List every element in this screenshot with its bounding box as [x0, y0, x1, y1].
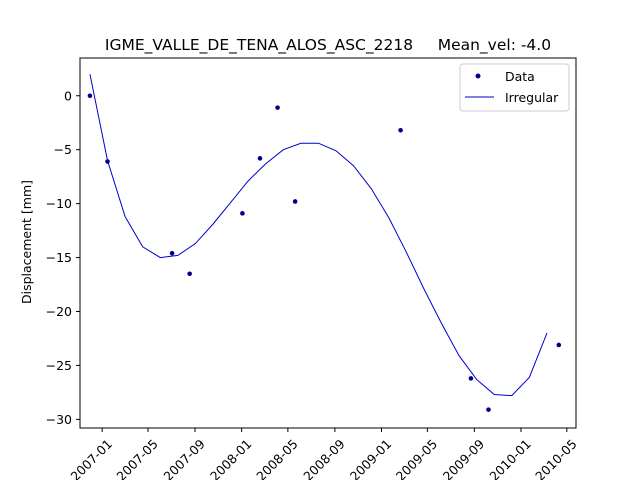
y-tick-label: −5: [54, 142, 72, 157]
x-tick-label: 2007-01: [68, 436, 116, 480]
legend-box: [459, 63, 570, 112]
y-tick-label: 0: [64, 88, 72, 103]
legend: Data Irregular: [459, 63, 570, 112]
chart-title: IGME_VALLE_DE_TENA_ALOS_ASC_2218 Mean_ve…: [105, 36, 551, 55]
data-point: [257, 156, 263, 161]
y-tick-label: −20: [46, 304, 72, 319]
data-point: [275, 105, 280, 110]
data-point: [486, 407, 491, 412]
data-point: [187, 271, 192, 277]
y-tick-label: −25: [46, 358, 72, 373]
x-tick-label: 2009-01: [347, 436, 395, 480]
x-tick-label: 2008-01: [207, 436, 255, 480]
x-tick-label: 2009-09: [440, 436, 488, 480]
data-point: [292, 199, 298, 204]
legend-irregular-label: Irregular: [505, 90, 559, 105]
x-tick-label: 2010-05: [532, 436, 580, 480]
data-point: [240, 211, 245, 216]
x-tick-label: 2008-05: [253, 436, 301, 480]
x-tick-label: 2009-05: [393, 436, 441, 480]
x-tick-label: 2010-01: [486, 436, 534, 480]
plot-layer: [87, 74, 562, 412]
legend-data-marker: [475, 73, 481, 79]
x-tick-label: 2007-05: [113, 436, 161, 480]
plot-frame: [79, 57, 577, 429]
data-point: [87, 93, 93, 99]
data-point: [398, 127, 403, 133]
data-point: [556, 342, 562, 348]
y-axis-label: Displacement [mm]: [19, 180, 34, 304]
y-tick-label: −10: [46, 196, 72, 211]
x-tick-label: 2007-09: [160, 436, 208, 480]
data-point: [468, 376, 474, 381]
y-tick-label: −30: [46, 412, 72, 427]
legend-data-label: Data: [505, 69, 535, 84]
y-tick-label: −15: [46, 250, 72, 265]
series-line-irregular: [89, 74, 548, 397]
x-tick-label: 2008-09: [300, 436, 348, 480]
data-point: [169, 250, 175, 256]
